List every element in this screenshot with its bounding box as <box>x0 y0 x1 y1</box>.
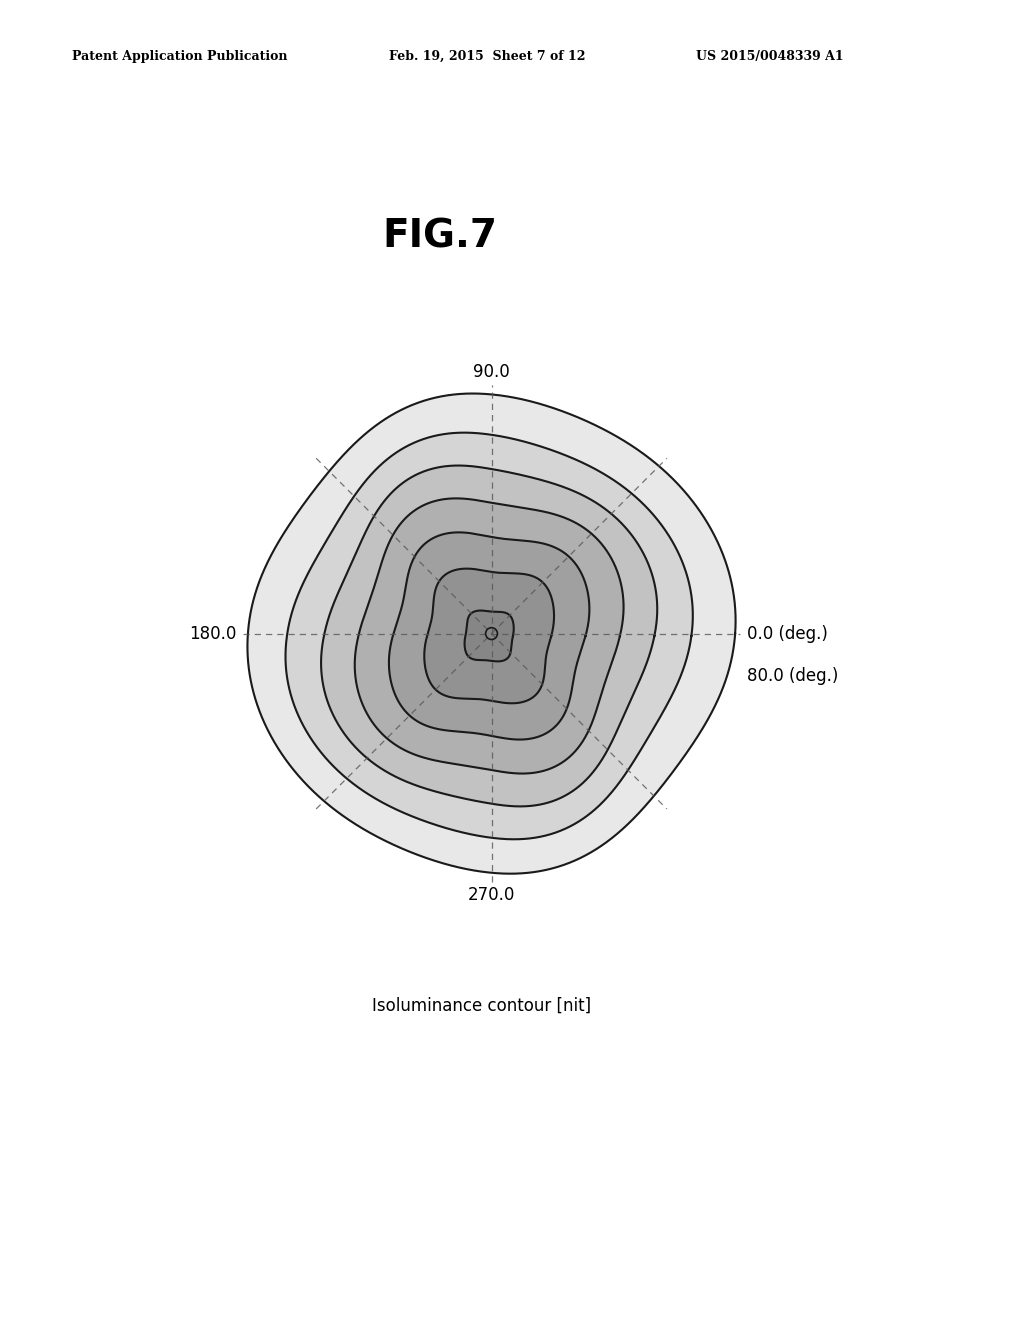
Text: US 2015/0048339 A1: US 2015/0048339 A1 <box>696 50 844 63</box>
Polygon shape <box>322 466 657 807</box>
Polygon shape <box>248 393 735 874</box>
Text: Feb. 19, 2015  Sheet 7 of 12: Feb. 19, 2015 Sheet 7 of 12 <box>389 50 586 63</box>
Text: 180.0: 180.0 <box>189 624 237 643</box>
Text: 0.0 (deg.): 0.0 (deg.) <box>746 624 827 643</box>
Text: 80.0 (deg.): 80.0 (deg.) <box>746 667 838 685</box>
Polygon shape <box>286 433 693 840</box>
Text: 90.0: 90.0 <box>473 363 510 380</box>
Text: 270.0: 270.0 <box>468 887 515 904</box>
Polygon shape <box>389 532 590 739</box>
Text: Patent Application Publication: Patent Application Publication <box>72 50 287 63</box>
Text: Isoluminance contour [nit]: Isoluminance contour [nit] <box>372 997 591 1015</box>
Polygon shape <box>354 499 624 774</box>
Polygon shape <box>424 569 554 704</box>
Polygon shape <box>465 611 514 661</box>
Text: FIG.7: FIG.7 <box>383 218 498 256</box>
